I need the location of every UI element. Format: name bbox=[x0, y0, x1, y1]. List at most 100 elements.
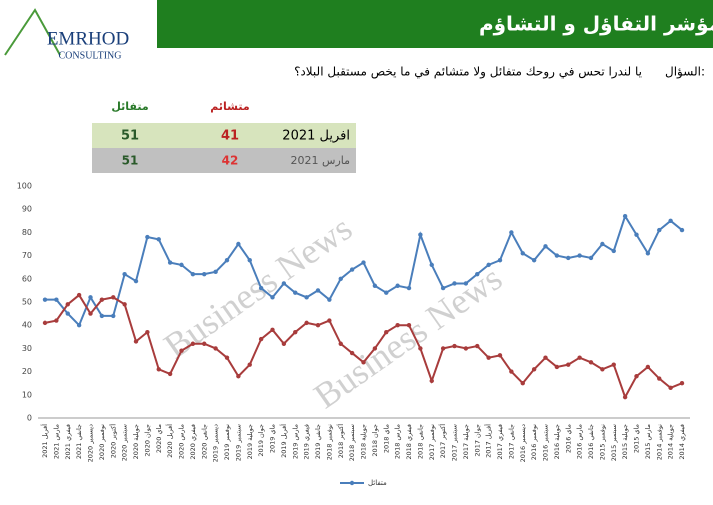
point bbox=[679, 227, 685, 233]
point bbox=[270, 327, 275, 333]
logo-sub: CONSULTING bbox=[59, 50, 122, 61]
point bbox=[406, 323, 412, 328]
logo-text: EMRHOD bbox=[47, 28, 129, 49]
x-tick-label: جانفي 2017 bbox=[507, 424, 515, 459]
point bbox=[145, 329, 150, 335]
point bbox=[679, 381, 685, 386]
x-tick-label: فيفري 2014 bbox=[678, 424, 686, 460]
point bbox=[543, 355, 548, 360]
point bbox=[327, 297, 332, 302]
point bbox=[88, 311, 93, 316]
point bbox=[54, 318, 59, 323]
point bbox=[566, 362, 571, 367]
point bbox=[224, 355, 230, 360]
point bbox=[600, 367, 605, 372]
x-tick-label: جوان 2019 bbox=[257, 424, 265, 457]
x-tick-label: جويلية 2015 bbox=[621, 424, 629, 459]
x-tick-label: ماي 2016 bbox=[564, 424, 572, 453]
x-tick-label: مارس 2018 bbox=[394, 424, 402, 459]
series-line bbox=[45, 213, 683, 327]
x-tick-label: فيفري 2019 bbox=[303, 424, 311, 460]
point bbox=[270, 295, 275, 300]
x-tick-label: ماي 2019 bbox=[269, 424, 277, 453]
point bbox=[145, 234, 150, 240]
x-tick-label: فيفري 2017 bbox=[496, 424, 504, 460]
point bbox=[236, 241, 241, 247]
point bbox=[486, 355, 491, 360]
point bbox=[99, 297, 105, 302]
point bbox=[509, 369, 514, 374]
x-tick-label: سبتمبر 2020 bbox=[121, 424, 129, 461]
x-tick-label: مارس 2019 bbox=[291, 424, 299, 459]
x-tick-label: جوان 2018 bbox=[371, 424, 379, 457]
x-tick-label: جانفي 2018 bbox=[416, 424, 424, 459]
point bbox=[247, 258, 252, 263]
table-row bbox=[92, 148, 356, 173]
point bbox=[531, 258, 537, 263]
y-tick-label: 20 bbox=[22, 367, 32, 376]
table-cell: مارس 2021 bbox=[291, 154, 351, 167]
table-header bbox=[92, 95, 356, 123]
x-tick-label: جانفي 2019 bbox=[314, 424, 322, 459]
point bbox=[577, 355, 582, 360]
point bbox=[361, 360, 366, 365]
x-tick-label: جانفي 2021 bbox=[75, 424, 83, 459]
point bbox=[452, 343, 457, 349]
point bbox=[463, 281, 469, 286]
point bbox=[213, 346, 218, 351]
x-tick-label: سبتمبر 2016 bbox=[542, 424, 550, 461]
y-tick-label: 80 bbox=[22, 228, 32, 237]
point bbox=[327, 318, 332, 323]
point bbox=[395, 323, 400, 328]
point bbox=[54, 297, 59, 302]
point bbox=[588, 360, 594, 365]
y-tick-label: 0 bbox=[27, 414, 32, 423]
point bbox=[247, 362, 252, 367]
point bbox=[76, 292, 82, 298]
x-tick-label: مارس 2020 bbox=[178, 424, 186, 459]
point bbox=[600, 241, 605, 247]
point bbox=[338, 341, 343, 346]
question-text: يا لندرا تحس في روحك متفائل ولا متشائم ف… bbox=[294, 65, 642, 80]
point bbox=[293, 329, 298, 335]
point bbox=[668, 385, 673, 391]
x-tick-label: جويلية 2019 bbox=[246, 424, 254, 459]
point bbox=[634, 232, 639, 237]
point bbox=[543, 244, 548, 249]
point bbox=[531, 367, 537, 372]
point bbox=[111, 295, 116, 300]
point bbox=[179, 348, 184, 353]
point bbox=[42, 297, 48, 302]
point bbox=[179, 262, 184, 268]
y-tick-label: 100 bbox=[17, 182, 32, 191]
point bbox=[452, 281, 457, 286]
point bbox=[520, 381, 525, 386]
x-tick-label: جوان 2017 bbox=[473, 424, 481, 457]
x-tick-label: جويلية 2018 bbox=[360, 424, 368, 459]
x-tick-label: سبتمبر 2019 bbox=[234, 424, 242, 461]
y-tick-label: 40 bbox=[22, 321, 32, 330]
x-tick-label: نوفمبر 2014 bbox=[655, 424, 663, 460]
point bbox=[372, 283, 378, 288]
point bbox=[384, 329, 389, 335]
logo-mark bbox=[4, 8, 61, 56]
point bbox=[167, 260, 173, 265]
x-tick-label: فيفري 2021 bbox=[64, 424, 72, 460]
point bbox=[611, 362, 616, 367]
point bbox=[281, 281, 287, 286]
legend-swatch bbox=[349, 480, 355, 486]
table-cell: 41 bbox=[221, 129, 239, 144]
point bbox=[213, 269, 218, 275]
point bbox=[349, 267, 355, 272]
point bbox=[133, 278, 139, 284]
x-tick-label: سبتمبر 2015 bbox=[610, 424, 618, 461]
point bbox=[554, 364, 560, 370]
point bbox=[611, 248, 616, 254]
point bbox=[657, 376, 662, 381]
point bbox=[361, 260, 366, 265]
point bbox=[304, 320, 309, 326]
point bbox=[577, 253, 582, 258]
y-tick-label: 70 bbox=[22, 251, 32, 260]
y-tick-label: 10 bbox=[22, 390, 32, 399]
